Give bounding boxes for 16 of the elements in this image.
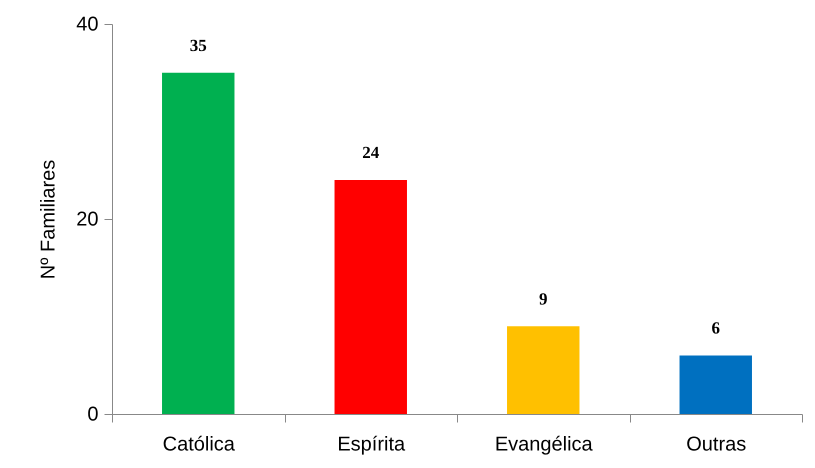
y-tick-label: 0: [87, 404, 98, 426]
bar: [334, 180, 407, 414]
y-axis-title: Nº Familiares: [37, 160, 60, 280]
data-label: 6: [712, 318, 720, 338]
x-tick-label: Espírita: [337, 434, 406, 456]
x-tick-label: Evangélica: [494, 434, 594, 456]
data-label: 9: [539, 289, 548, 308]
x-tick-label: Outras: [686, 434, 746, 456]
bar: [507, 326, 580, 414]
bar: [162, 72, 234, 414]
data-label: 24: [362, 143, 380, 162]
y-tick-label: 40: [76, 14, 98, 36]
bar: [680, 356, 752, 414]
y-tick-label: 20: [76, 208, 98, 230]
x-tick-label: Católica: [162, 434, 236, 456]
data-label: 35: [190, 36, 207, 55]
